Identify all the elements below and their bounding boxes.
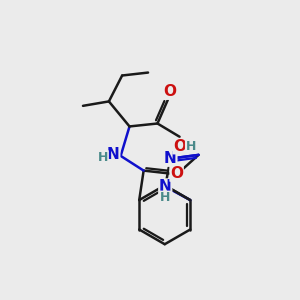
Text: O: O <box>163 84 176 99</box>
Text: N: N <box>159 179 172 194</box>
Text: O: O <box>173 139 186 154</box>
Text: H: H <box>98 151 108 164</box>
Text: H: H <box>186 140 196 153</box>
Text: N: N <box>164 151 177 166</box>
Text: N: N <box>107 147 120 162</box>
Text: O: O <box>170 166 183 181</box>
Text: H: H <box>160 191 170 204</box>
